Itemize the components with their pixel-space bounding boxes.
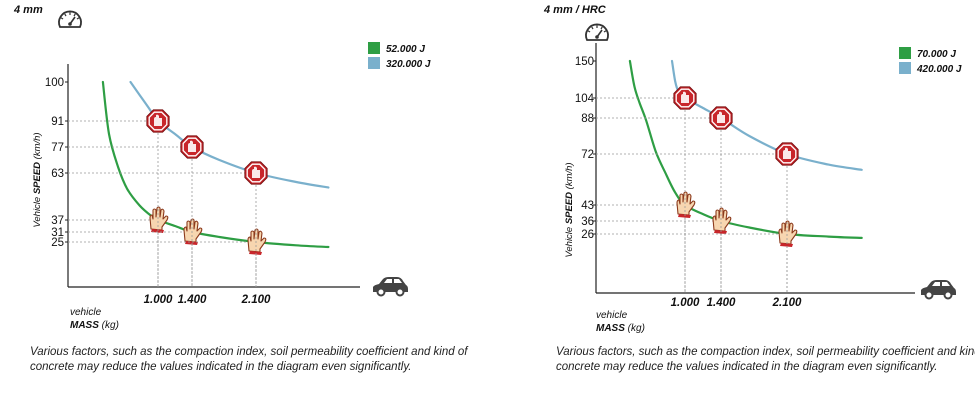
- stop-sign-icon: [775, 142, 799, 166]
- y-tick-label: 100: [45, 77, 64, 89]
- y-axis-label: Vehicle SPEED (km/h): [32, 132, 43, 227]
- speedometer-icon: [585, 23, 609, 41]
- y-tick-label: 36: [581, 216, 594, 228]
- car-icon: [373, 277, 408, 297]
- x-tick-label: 1.400: [178, 294, 207, 306]
- speedometer-icon: [58, 10, 82, 28]
- y-tick-label: 72: [581, 149, 594, 161]
- chart-caption: Various factors, such as the compaction …: [30, 346, 468, 373]
- x-tick-label: 1.000: [671, 297, 700, 309]
- stop-sign-icon: [709, 106, 733, 130]
- chart-title: 4 mm: [13, 4, 43, 16]
- x-axis-label-unit: (kg): [99, 320, 119, 331]
- x-axis-label-bold: MASS: [596, 323, 625, 334]
- legend-swatch: [368, 57, 380, 69]
- y-tick-label: 150: [575, 56, 594, 68]
- car-icon: [921, 280, 956, 300]
- y-axis-label-prefix: Vehicle: [564, 224, 575, 257]
- hand-stop-icon: [247, 228, 267, 255]
- x-tick-label: 1.000: [144, 294, 173, 306]
- y-tick-label: 77: [51, 142, 64, 154]
- y-axis-label-bold: SPEED: [564, 192, 575, 224]
- chart-title: 4 mm / HRC: [543, 4, 607, 16]
- legend-label: 420.000 J: [916, 64, 962, 75]
- hand-stop-icon: [183, 218, 203, 245]
- y-tick-label: 26: [581, 229, 594, 241]
- y-tick-label: 37: [51, 215, 64, 227]
- x-axis-label-unit: (kg): [625, 323, 645, 334]
- stop-sign-icon: [146, 109, 170, 133]
- y-tick-label: 63: [51, 168, 64, 180]
- y-axis-label-prefix: Vehicle: [32, 194, 43, 227]
- y-axis-label-bold: SPEED: [32, 162, 43, 194]
- legend-label: 70.000 J: [917, 49, 956, 60]
- hand-stop-icon: [149, 206, 169, 233]
- y-tick-label: 31: [51, 227, 64, 239]
- legend-swatch: [899, 47, 911, 59]
- legend-swatch: [899, 62, 911, 74]
- chart-panel-4mm-hrc: 4 mm / HRC 150 104 88 72 43 36 26 1.000 1.400 2.10…: [528, 0, 975, 402]
- y-tick-label: 91: [51, 116, 64, 128]
- x-axis-label-line1: vehicle: [70, 307, 102, 318]
- legend-label: 320.000 J: [386, 59, 431, 70]
- x-axis-label-line1: vehicle: [596, 310, 628, 321]
- chart-panel-4mm: 4 mm 100 91 77 63 37 31 25 1.000 1.400 2.100 Vehicl…: [0, 0, 480, 402]
- hand-stop-icon: [712, 207, 732, 234]
- series-line-blue: [670, 59, 863, 171]
- y-axis-label: Vehicle SPEED (km/h): [564, 162, 575, 257]
- x-tick-label: 1.400: [707, 297, 736, 309]
- hand-stop-icon: [778, 220, 798, 247]
- y-axis-label-unit: (km/h): [32, 132, 43, 162]
- y-tick-label: 43: [581, 200, 594, 212]
- series-line-green: [101, 80, 330, 249]
- x-axis-label: MASS (kg): [70, 320, 119, 331]
- hand-stop-icon: [676, 191, 696, 218]
- series-line-blue: [129, 80, 330, 189]
- stop-sign-icon: [244, 161, 268, 185]
- x-tick-label: 2.100: [241, 294, 271, 306]
- chart-caption: Various factors, such as the compaction …: [556, 346, 975, 373]
- y-tick-label: 88: [581, 113, 594, 125]
- x-axis-label: MASS (kg): [596, 323, 645, 334]
- x-axis-label-bold: MASS: [70, 320, 99, 331]
- stop-sign-icon: [673, 86, 697, 110]
- stop-sign-icon: [180, 135, 204, 159]
- series-line-green: [628, 59, 863, 239]
- legend-label: 52.000 J: [386, 44, 425, 55]
- y-tick-label: 25: [51, 237, 64, 249]
- x-tick-label: 2.100: [772, 297, 802, 309]
- legend-swatch: [368, 42, 380, 54]
- y-tick-label: 104: [575, 93, 595, 105]
- y-axis-label-unit: (km/h): [564, 162, 575, 192]
